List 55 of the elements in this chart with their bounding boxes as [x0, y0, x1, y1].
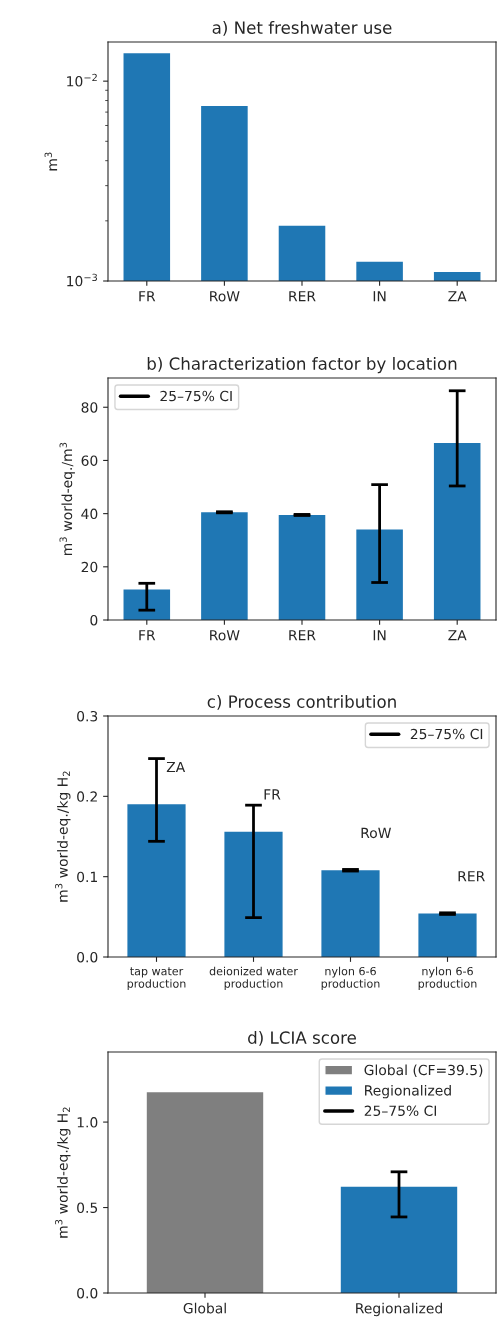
legend-label: 25–75% CI [364, 1105, 437, 1117]
y-tick-label: 10$^{−3}$ [67, 273, 97, 287]
y-tick-label: 0.0 [77, 1287, 98, 1299]
legend-label: Global (CF=39.5) [364, 1064, 483, 1077]
bar [433, 442, 481, 620]
x-tick-label: IN [373, 630, 386, 641]
annotation: FR [264, 789, 281, 800]
y-tick-label: 40 [81, 508, 98, 520]
x-tick-label: ZA [448, 630, 467, 641]
y-tick-label: 20 [81, 561, 98, 573]
x-tick-label: RoW [210, 630, 240, 641]
x-tick-label: RER [289, 630, 316, 641]
bar [123, 589, 171, 620]
bar [127, 804, 186, 957]
y-tick-label: 1.0 [77, 1117, 98, 1128]
y-tick-label: 80 [81, 402, 98, 413]
chart-title: c) Process contribution [207, 695, 396, 710]
y-axis-title: m$^{3}$ world-eq./m$^{3}$ [59, 442, 75, 556]
y-tick-label: 0 [90, 614, 98, 626]
y-tick-label: 0.2 [77, 791, 97, 802]
x-tick-label: IN [373, 291, 386, 302]
legend-label: 25–75% CI [160, 390, 232, 402]
chart-title: b) Characterization factor by location [147, 357, 457, 374]
annotation: ZA [166, 761, 186, 773]
x-tick-label: nylon 6-6 production [321, 966, 380, 990]
chart-title: d) LCIA score [248, 1031, 356, 1046]
y-tick-label: 0.0 [77, 951, 98, 963]
legend-label: Regionalized [365, 1084, 451, 1099]
y-axis-title: m$^{3}$ world-eq./kg H$_{2}$ [55, 1107, 71, 1238]
x-tick-label: Global [183, 1302, 226, 1314]
y-axis-title: m$^{3}$ world-eq./kg H$_{2}$ [55, 771, 71, 902]
bar [321, 870, 380, 957]
chart-title: a) Net freshwater use [212, 21, 392, 36]
y-tick-label: 10$^{−2}$ [67, 73, 97, 87]
x-tick-label: ZA [448, 291, 467, 302]
bar [201, 512, 248, 620]
x-tick-label: RER [289, 291, 316, 302]
x-tick-label: deionized water production [209, 966, 298, 990]
annotation: RER [458, 871, 485, 882]
x-tick-label: RoW [210, 291, 240, 302]
bar [278, 514, 326, 620]
x-tick-label: FR [139, 291, 156, 302]
y-tick-label: 60 [81, 455, 98, 466]
x-tick-label: FR [139, 630, 156, 641]
bar [356, 529, 403, 620]
y-tick-label: 0.3 [77, 710, 98, 722]
x-tick-label: nylon 6-6 production [418, 966, 477, 990]
bar [418, 913, 477, 957]
y-axis-title: m$^{3}$ [44, 152, 58, 171]
y-tick-label: 0.1 [77, 871, 97, 883]
legend-label: 25–75% CI [410, 728, 483, 740]
x-tick-label: tap water production [127, 967, 186, 990]
y-tick-label: 0.5 [77, 1202, 98, 1214]
annotation: RoW [361, 827, 391, 839]
bar [224, 831, 283, 957]
